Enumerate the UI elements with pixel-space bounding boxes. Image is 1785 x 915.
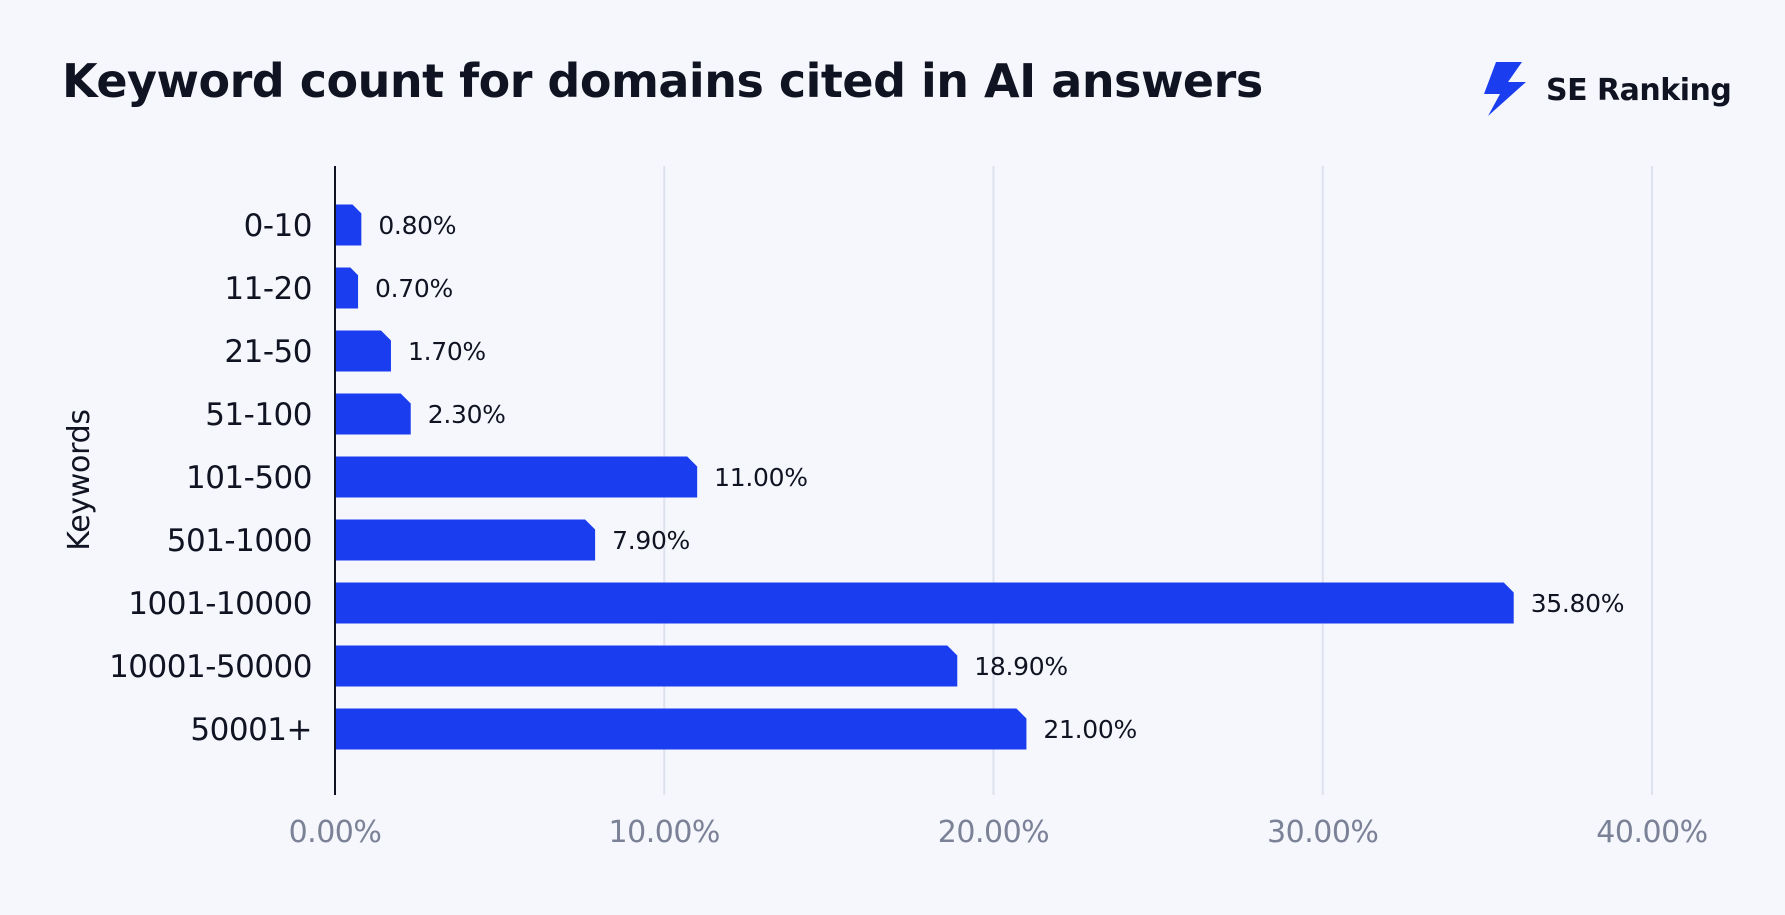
category-label: 11-20 bbox=[224, 271, 312, 307]
x-tick-labels: 0.00% 10.00% 20.00% 30.00% 40.00% bbox=[289, 815, 1709, 850]
x-tick-label: 20.00% bbox=[938, 815, 1049, 850]
bar bbox=[336, 708, 1027, 750]
category-label: 51-100 bbox=[205, 397, 312, 433]
se-ranking-lightning-logo-icon bbox=[1484, 62, 1526, 116]
category-label: 50001+ bbox=[190, 712, 312, 748]
category-label: 501-1000 bbox=[167, 523, 312, 559]
chart-title: Keyword count for domains cited in AI an… bbox=[62, 54, 1263, 108]
value-labels: 0.80% 0.70% 1.70% 2.30% 11.00% 7.90% 35.80% 18.… bbox=[375, 211, 1624, 744]
x-tick-label: 10.00% bbox=[609, 815, 720, 850]
category-label: 1001-10000 bbox=[128, 586, 312, 622]
bar bbox=[336, 204, 362, 246]
value-label: 18.90% bbox=[974, 652, 1068, 681]
value-label: 2.30% bbox=[428, 400, 506, 429]
value-label: 21.00% bbox=[1043, 715, 1137, 744]
category-label: 21-50 bbox=[224, 334, 312, 370]
value-label: 0.70% bbox=[375, 274, 453, 303]
grid-lines bbox=[663, 166, 1653, 795]
brand-name: SE Ranking bbox=[1546, 72, 1732, 108]
category-label: 10001-50000 bbox=[109, 649, 312, 685]
bar bbox=[336, 267, 359, 309]
bar bbox=[336, 456, 698, 498]
x-tick-label: 40.00% bbox=[1596, 815, 1707, 850]
bar bbox=[336, 519, 596, 561]
category-label: 0-10 bbox=[244, 208, 312, 244]
bars bbox=[336, 204, 1514, 750]
bar bbox=[336, 645, 958, 687]
category-label: 101-500 bbox=[186, 460, 312, 496]
value-label: 1.70% bbox=[408, 337, 486, 366]
value-label: 7.90% bbox=[612, 526, 690, 555]
value-label: 35.80% bbox=[1531, 589, 1625, 618]
y-axis-label: Keywords bbox=[62, 409, 97, 550]
category-labels: 0-10 11-20 21-50 51-100 101-500 501-1000 1001-… bbox=[109, 208, 312, 748]
x-tick-label: 30.00% bbox=[1267, 815, 1378, 850]
value-label: 0.80% bbox=[378, 211, 456, 240]
bar bbox=[336, 393, 411, 435]
bar bbox=[336, 582, 1514, 624]
bar bbox=[336, 330, 391, 372]
value-label: 11.00% bbox=[714, 463, 808, 492]
x-tick-label: 0.00% bbox=[289, 815, 382, 850]
brand-logo: SE Ranking bbox=[1478, 58, 1732, 122]
